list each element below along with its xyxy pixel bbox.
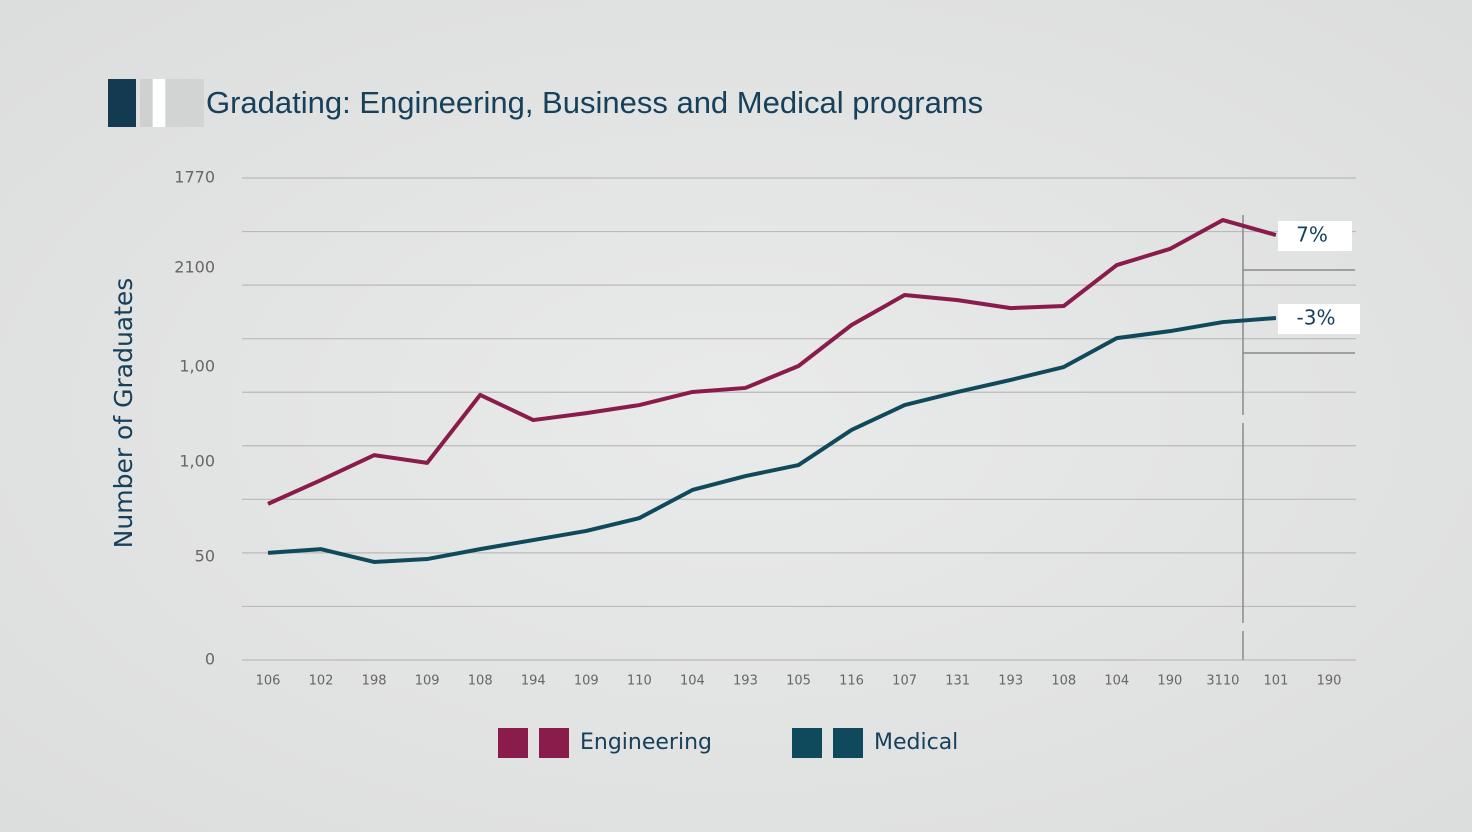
y-tick-label: 1,00: [179, 357, 215, 376]
x-tick-label: 190: [1317, 674, 1342, 689]
legend-swatch: [539, 728, 569, 758]
x-tick-label: 110: [627, 674, 652, 689]
x-tick-label: 194: [521, 674, 546, 689]
series-line: [267, 316, 1277, 564]
x-tick-label: 109: [574, 674, 599, 689]
series-line: [267, 218, 1277, 506]
y-tick-label: 1,00: [179, 452, 215, 471]
y-axis-label: Number of Graduates: [109, 278, 138, 549]
x-tick-label: 193: [733, 674, 758, 689]
x-tick-label: 131: [945, 674, 970, 689]
x-tick-label: 198: [362, 674, 387, 689]
y-tick-label: 1770: [174, 168, 215, 187]
annotation: -3%: [1297, 306, 1336, 330]
legend-label: Engineering: [580, 730, 712, 755]
x-tick-label: 101: [1264, 674, 1289, 689]
x-tick-label: 190: [1157, 674, 1182, 689]
annotation-box: [1278, 304, 1360, 335]
title-icon: [166, 79, 204, 127]
x-tick-label: 104: [680, 674, 705, 689]
legend-swatch: [792, 728, 822, 758]
legend-swatch: [498, 728, 528, 758]
y-tick-label: 50: [195, 546, 215, 565]
title-icon: [108, 79, 136, 127]
x-tick-label: 107: [892, 674, 917, 689]
x-tick-label: 193: [998, 674, 1023, 689]
x-tick-label: 108: [1051, 674, 1076, 689]
legend-label: Medical: [874, 730, 958, 755]
annotation: 7%: [1296, 223, 1328, 247]
title-icon: [140, 79, 152, 127]
chart-title: Gradating: Engineering, Business and Med…: [206, 85, 983, 120]
legend-swatch: [833, 728, 863, 758]
x-tick-label: 108: [468, 674, 493, 689]
y-tick-label: 2100: [174, 257, 215, 276]
x-tick-label: 116: [839, 674, 864, 689]
x-tick-label: 102: [309, 674, 334, 689]
x-tick-label: 109: [415, 674, 440, 689]
annotation-box: [1278, 221, 1352, 252]
y-tick-label: 0: [205, 650, 215, 669]
title-icon: [153, 79, 165, 127]
x-tick-label: 3110: [1206, 674, 1239, 689]
x-tick-label: 105: [786, 674, 811, 689]
x-tick-label: 104: [1104, 674, 1129, 689]
x-tick-label: 106: [256, 674, 281, 689]
